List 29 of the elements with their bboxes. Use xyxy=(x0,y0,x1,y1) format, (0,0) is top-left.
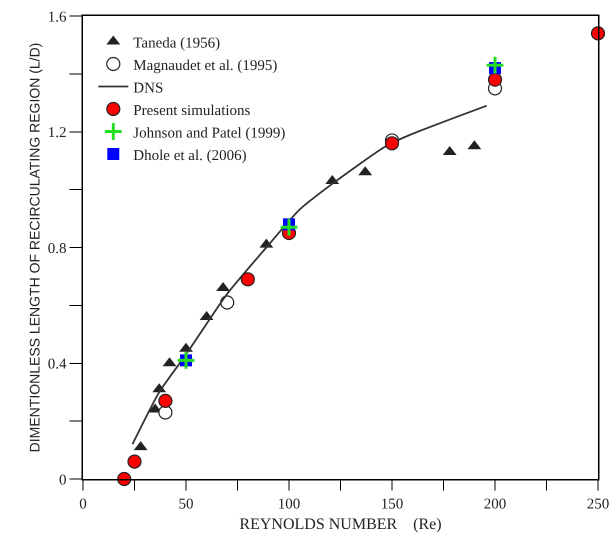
point xyxy=(485,55,505,76)
point xyxy=(158,405,172,420)
x-tick-label: 150 xyxy=(380,496,404,512)
point xyxy=(279,217,299,238)
y-tick-label: 0.4 xyxy=(48,356,67,372)
point xyxy=(158,394,172,408)
point xyxy=(240,272,255,286)
legend-label: Present simulations xyxy=(133,102,251,119)
point xyxy=(488,72,502,87)
y-tick-label: 0 xyxy=(59,472,66,488)
x-tick-label: 0 xyxy=(79,496,87,512)
legend-label: Taneda (1956) xyxy=(133,35,220,52)
x-tick-label: 50 xyxy=(178,496,194,512)
y-tick-label: 0.8 xyxy=(48,240,66,257)
x-tick-label: 100 xyxy=(278,496,300,512)
x-tick-label: 200 xyxy=(484,496,506,512)
point xyxy=(127,454,142,469)
legend-label: Dhole et al. (2006) xyxy=(133,148,247,164)
legend-label: Johnson and Patel (1999) xyxy=(133,125,286,142)
x-tick-label: 250 xyxy=(586,496,610,512)
legend-label: DNS xyxy=(133,80,164,96)
point xyxy=(384,136,400,150)
point xyxy=(176,350,196,370)
y-axis-title: DIMENTIONLESS LENGTH OF RECIRCULATING REGION (L/D) xyxy=(26,42,43,452)
legend-label: Magnaudet et al. (1995) xyxy=(133,58,278,74)
y-tick-label: 1.6 xyxy=(48,9,67,26)
line-series xyxy=(132,104,488,446)
y-tick-label: 1.2 xyxy=(48,125,66,141)
x-axis-title: REYNOLDS NUMBER (Re) xyxy=(239,516,442,533)
